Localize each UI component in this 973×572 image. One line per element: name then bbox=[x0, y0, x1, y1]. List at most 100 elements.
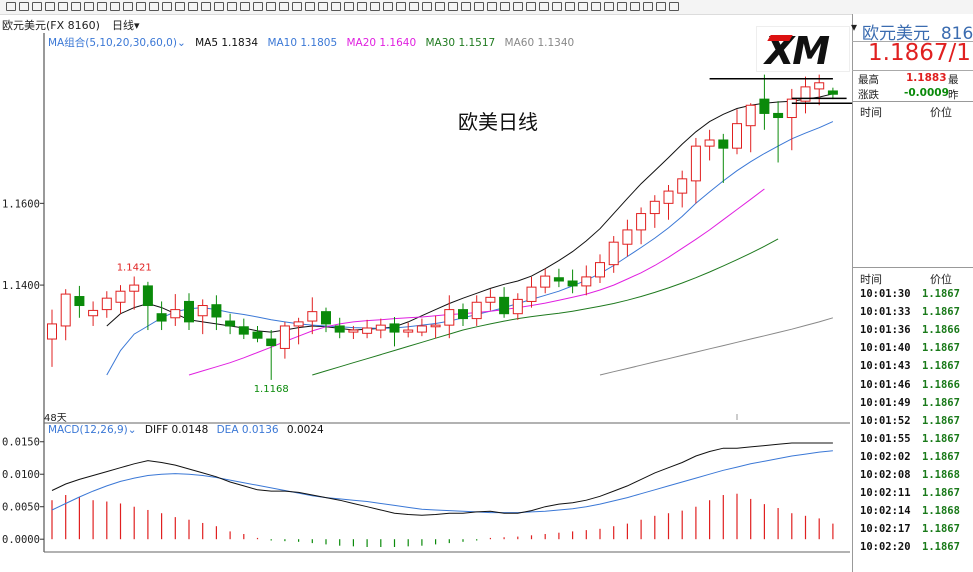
toolbar-tool-icon[interactable] bbox=[279, 2, 289, 11]
toolbar-tool-icon[interactable] bbox=[487, 2, 497, 11]
toolbar-tool-icon[interactable] bbox=[552, 2, 562, 11]
candle-body bbox=[581, 276, 592, 287]
y-tick-label: 1.1400 bbox=[2, 280, 40, 292]
toolbar-tool-icon[interactable] bbox=[201, 2, 211, 11]
candle bbox=[512, 293, 523, 320]
axes-layer: 1.1400 1.1600 0.0000 0.0050 0.0100 0.0150 bbox=[2, 33, 850, 553]
candle bbox=[115, 285, 126, 314]
candle bbox=[595, 254, 605, 284]
toolbar-tool-icon[interactable] bbox=[656, 2, 666, 11]
toolbar-tool-icon[interactable] bbox=[461, 2, 471, 11]
toolbar-tool-icon[interactable] bbox=[591, 2, 601, 11]
candle bbox=[526, 276, 537, 308]
toolbar-tool-icon[interactable] bbox=[357, 2, 367, 11]
toolbar-tool-icon[interactable] bbox=[331, 2, 341, 11]
toolbar-tool-icon[interactable] bbox=[292, 2, 302, 11]
toolbar-tool-icon[interactable] bbox=[617, 2, 627, 11]
toolbar-tool-icon[interactable] bbox=[513, 2, 523, 11]
toolbar-tool-icon[interactable] bbox=[370, 2, 380, 11]
candle-body bbox=[170, 309, 181, 319]
candle-body bbox=[773, 112, 784, 119]
toolbar-tool-icon[interactable] bbox=[58, 2, 68, 11]
candle bbox=[252, 325, 263, 343]
ma-lines bbox=[106, 93, 834, 376]
toolbar-tool-icon[interactable] bbox=[539, 2, 549, 11]
toolbar-tool-icon[interactable] bbox=[578, 2, 588, 11]
toolbar-tool-icon[interactable] bbox=[266, 2, 276, 11]
candle bbox=[403, 322, 414, 338]
toolbar-tool-icon[interactable] bbox=[32, 2, 42, 11]
toolbar-tool-icon[interactable] bbox=[97, 2, 107, 11]
toolbar-tool-icon[interactable] bbox=[123, 2, 133, 11]
candle bbox=[184, 293, 194, 331]
price-annotation: 1.1915 bbox=[802, 61, 837, 72]
toolbar-tool-icon[interactable] bbox=[448, 2, 458, 11]
toolbar-tool-icon[interactable] bbox=[110, 2, 120, 11]
toolbar-tool-icon[interactable] bbox=[422, 2, 432, 11]
candle-body bbox=[142, 285, 153, 307]
candle bbox=[773, 101, 784, 163]
toolbar-tool-icon[interactable] bbox=[149, 2, 159, 11]
candle bbox=[581, 265, 592, 296]
toolbar-tool-icon[interactable] bbox=[643, 2, 653, 11]
candle-body bbox=[156, 313, 167, 322]
candle bbox=[567, 269, 578, 294]
toolbar-tool-icon[interactable] bbox=[409, 2, 419, 11]
toolbar-tool-icon[interactable] bbox=[318, 2, 328, 11]
candle bbox=[608, 236, 619, 273]
toolbar-tool-icon[interactable] bbox=[383, 2, 393, 11]
candle-body bbox=[211, 304, 222, 318]
macd-panel bbox=[51, 442, 834, 547]
candle bbox=[786, 88, 797, 151]
y-tick-label: 1.1600 bbox=[2, 198, 40, 210]
macd-y-tick-label: 0.0000 bbox=[2, 534, 40, 546]
toolbar-tool-icon[interactable] bbox=[71, 2, 81, 11]
symbol-selector[interactable]: 欧元美元(FX 8160) bbox=[2, 19, 100, 32]
candle bbox=[197, 299, 208, 335]
toolbar-tool-icon[interactable] bbox=[19, 2, 29, 11]
toolbar-tool-icon[interactable] bbox=[435, 2, 445, 11]
toolbar-tool-icon[interactable] bbox=[45, 2, 55, 11]
chart-title-bar: 欧元美元(FX 8160) 日线▾ bbox=[0, 15, 850, 33]
candle bbox=[348, 325, 359, 340]
toolbar-tool-icon[interactable] bbox=[175, 2, 185, 11]
candle-body bbox=[663, 190, 674, 204]
toolbar-tool-icon[interactable] bbox=[6, 2, 16, 11]
candles bbox=[47, 74, 838, 380]
candle-body bbox=[115, 290, 126, 303]
toolbar-tool-icon[interactable] bbox=[253, 2, 263, 11]
toolbar-tool-icon[interactable] bbox=[526, 2, 536, 11]
toolbar-tool-icon[interactable] bbox=[84, 2, 94, 11]
toolbar-tool-icon[interactable] bbox=[396, 2, 406, 11]
toolbar-tool-icon[interactable] bbox=[188, 2, 198, 11]
candle-body bbox=[718, 139, 729, 149]
candle-body bbox=[47, 323, 57, 340]
price-annotation: 1.1168 bbox=[254, 384, 289, 395]
toolbar-tool-icon[interactable] bbox=[604, 2, 614, 11]
candle bbox=[458, 303, 468, 326]
toolbar-tool-icon[interactable] bbox=[474, 2, 484, 11]
toolbar-tool-icon[interactable] bbox=[136, 2, 146, 11]
toolbar bbox=[0, 0, 973, 15]
toolbar-tool-icon[interactable] bbox=[630, 2, 640, 11]
candle-body bbox=[526, 286, 537, 302]
toolbar-tool-icon[interactable] bbox=[214, 2, 224, 11]
toolbar-tool-icon[interactable] bbox=[227, 2, 237, 11]
candle bbox=[334, 317, 345, 339]
toolbar-tool-icon[interactable] bbox=[240, 2, 250, 11]
toolbar-tool-icon[interactable] bbox=[565, 2, 575, 11]
toolbar-tool-icon[interactable] bbox=[162, 2, 172, 11]
toolbar-tool-icon[interactable] bbox=[344, 2, 354, 11]
period-selector[interactable]: 日线▾ bbox=[112, 17, 140, 33]
toolbar-tool-icon[interactable] bbox=[669, 2, 679, 11]
macd-y-tick-label: 0.0050 bbox=[2, 502, 40, 514]
macd-y-tick-label: 0.0150 bbox=[2, 437, 40, 449]
candle-body bbox=[416, 325, 427, 333]
candle bbox=[827, 87, 838, 100]
candle bbox=[430, 315, 441, 339]
period-label: 日线 bbox=[112, 19, 134, 32]
candle-body bbox=[567, 280, 578, 287]
toolbar-tool-icon[interactable] bbox=[305, 2, 315, 11]
toolbar-tool-icon[interactable] bbox=[500, 2, 510, 11]
